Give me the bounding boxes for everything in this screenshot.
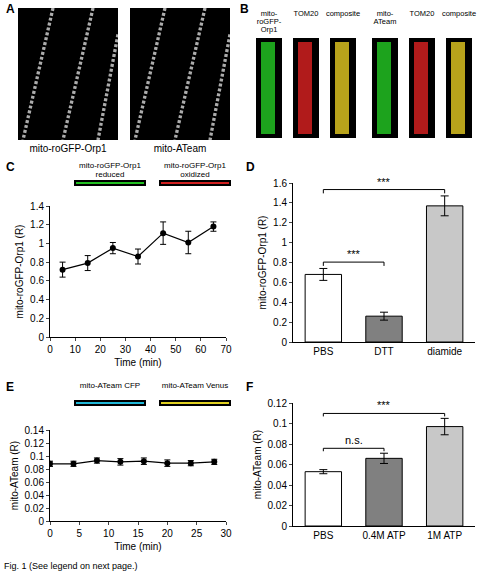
html-text:mito-roGFP-Orp1: mito-roGFP-Orp1 [256,9,282,34]
svg-text:mito-roGFP-Orp1 (R): mito-roGFP-Orp1 (R) [14,225,25,319]
html-text:mito-roGFP-Orp1 oxidized: mito-roGFP-Orp1 oxidized [164,161,226,179]
svg-text:1.4: 1.4 [273,197,287,208]
svg-text:mito-roGFP-Orp1 (R): mito-roGFP-Orp1 (R) [257,216,268,310]
svg-text:1M ATP: 1M ATP [427,530,462,541]
svg-text:0.12: 0.12 [25,438,45,449]
html-text:mito-ATeam CFP: mito-ATeam CFP [79,381,141,390]
html-text:D: D [246,160,255,174]
svg-text:n.s.: n.s. [345,434,363,446]
svg-text:25: 25 [191,528,203,539]
svg-text:1.2: 1.2 [30,219,44,230]
svg-text:Time (min): Time (min) [114,357,161,368]
svg-text:0.06: 0.06 [268,459,288,470]
svg-text:0.06: 0.06 [25,477,45,488]
svg-text:0: 0 [47,344,53,355]
svg-text:20: 20 [95,344,107,355]
svg-text:70: 70 [220,344,232,355]
svg-text:0.08: 0.08 [268,439,288,450]
html-text:TOM20: TOM20 [293,9,319,18]
svg-text:0.04: 0.04 [268,480,288,491]
svg-text:mito-ATeam (R): mito-ATeam (R) [252,430,263,499]
svg-text:Time (min): Time (min) [114,541,161,552]
svg-text:1.4: 1.4 [30,201,44,212]
svg-text:20: 20 [162,528,174,539]
svg-text:30: 30 [120,344,132,355]
svg-text:0.08: 0.08 [25,464,45,475]
html-text:C: C [6,160,15,174]
svg-text:0.4M ATP: 0.4M ATP [362,530,405,541]
svg-text:***: *** [377,176,391,188]
svg-text:0.2: 0.2 [30,313,44,324]
svg-text:***: *** [347,248,361,260]
html-text:TOM20: TOM20 [409,9,435,18]
svg-text:0.1: 0.1 [30,451,44,462]
svg-text:PBS: PBS [313,530,333,541]
svg-text:0.2: 0.2 [273,317,287,328]
svg-text:0: 0 [281,337,287,348]
html-text:E: E [6,380,14,394]
svg-text:1.6: 1.6 [273,178,287,189]
html-text:mito-ATeam: mito-ATeam [373,9,397,26]
svg-text:0.12: 0.12 [268,398,288,409]
svg-text:0.04: 0.04 [25,490,45,501]
svg-text:0.1: 0.1 [273,418,287,429]
svg-text:15: 15 [132,528,144,539]
svg-text:0: 0 [38,516,44,527]
svg-text:0.4: 0.4 [30,294,44,305]
svg-text:0.8: 0.8 [273,257,287,268]
html-text:Fig. 1 (See legend on next pag: Fig. 1 (See legend on next page.) [4,561,138,571]
html-text:B: B [240,2,249,16]
svg-text:0.6: 0.6 [30,275,44,286]
svg-text:mito-ATeam (R): mito-ATeam (R) [9,441,20,510]
html-text:composite: composite [325,9,361,18]
html-text:mito-roGFP-Orp1: mito-roGFP-Orp1 [29,143,107,154]
svg-text:0: 0 [38,332,44,343]
svg-text:40: 40 [145,344,157,355]
svg-text:1: 1 [281,237,287,248]
svg-text:1.2: 1.2 [273,217,287,228]
svg-text:50: 50 [170,344,182,355]
svg-text:0.8: 0.8 [30,257,44,268]
svg-text:PBS: PBS [313,346,333,357]
html-text:F: F [246,380,254,394]
svg-text:0.02: 0.02 [25,503,45,514]
svg-text:1: 1 [38,238,44,249]
html-text:composite: composite [441,9,477,18]
svg-text:DTT: DTT [374,346,393,357]
svg-text:0.6: 0.6 [273,277,287,288]
svg-text:0.14: 0.14 [25,425,45,436]
svg-text:5: 5 [77,528,83,539]
html-text:mito-ATeam Venus: mito-ATeam Venus [161,381,229,390]
svg-text:10: 10 [103,528,115,539]
svg-text:diamide: diamide [427,346,462,357]
html-text:mito-ATeam: mito-ATeam [153,143,207,154]
svg-text:30: 30 [220,528,232,539]
svg-text:0.02: 0.02 [268,500,288,511]
svg-text:0: 0 [281,521,287,532]
svg-text:60: 60 [195,344,207,355]
svg-text:0.4: 0.4 [273,297,287,308]
html-text:mito-roGFP-Orp1 reduced: mito-roGFP-Orp1 reduced [79,161,141,179]
svg-text:10: 10 [70,344,82,355]
svg-text:***: *** [377,399,391,411]
svg-text:0: 0 [47,528,53,539]
html-text:A: A [6,2,15,16]
